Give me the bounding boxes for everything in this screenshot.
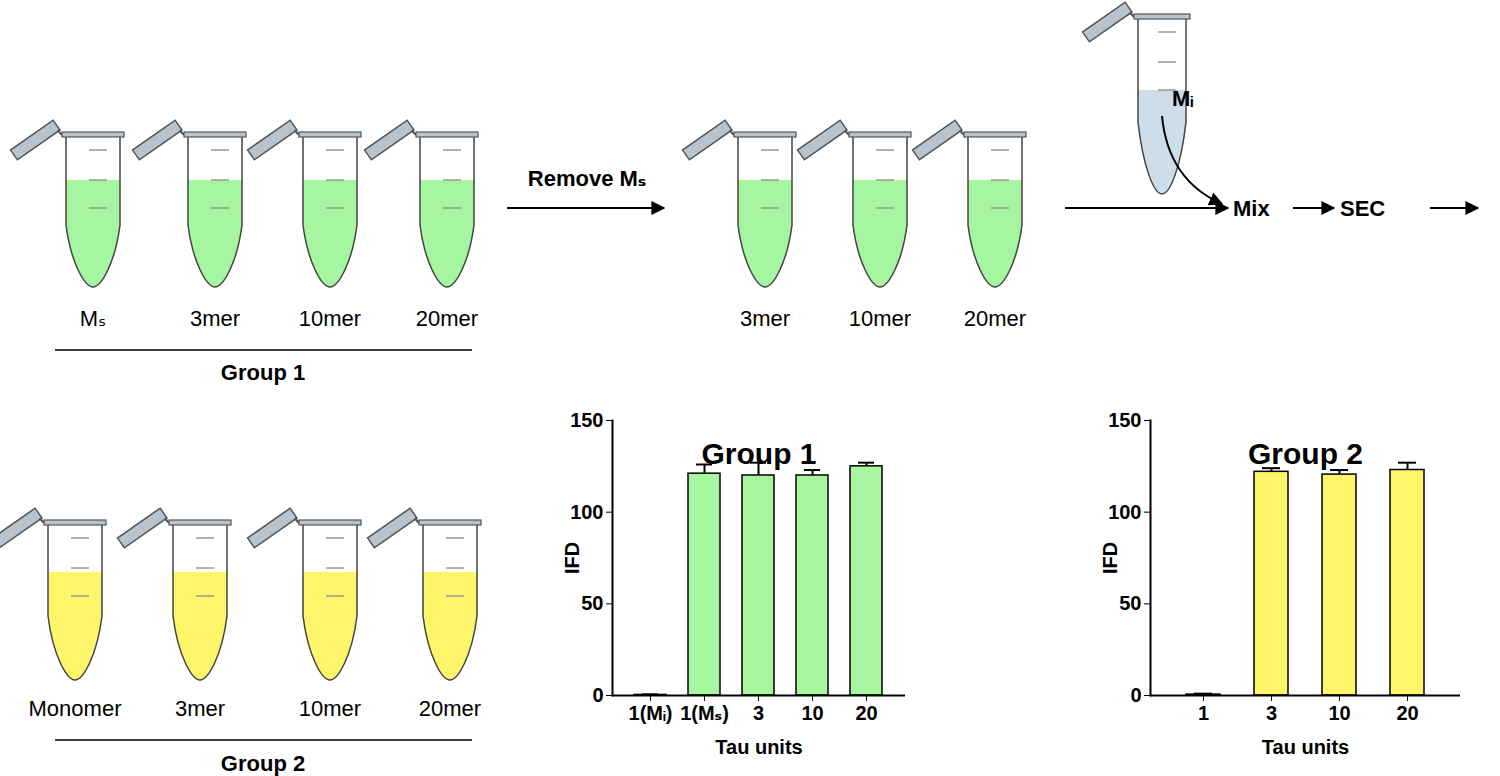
svg-text:Tau units: Tau units (715, 736, 802, 758)
svg-text:0: 0 (1130, 684, 1141, 706)
svg-text:Remove Mₛ: Remove Mₛ (528, 166, 646, 191)
svg-text:1: 1 (1198, 702, 1209, 724)
svg-text:50: 50 (1119, 592, 1141, 614)
svg-text:3: 3 (1266, 702, 1277, 724)
svg-text:20: 20 (1396, 702, 1418, 724)
svg-text:20: 20 (855, 702, 877, 724)
svg-text:20mer: 20mer (416, 306, 478, 331)
svg-text:10mer: 10mer (299, 696, 361, 721)
svg-text:100: 100 (570, 501, 603, 523)
svg-text:3mer: 3mer (740, 306, 790, 331)
svg-text:Group 2: Group 2 (1248, 437, 1363, 470)
svg-text:3mer: 3mer (190, 306, 240, 331)
svg-text:150: 150 (570, 409, 603, 431)
svg-text:Mᵢ: Mᵢ (1172, 86, 1193, 111)
svg-text:10mer: 10mer (849, 306, 911, 331)
svg-text:150: 150 (1108, 409, 1141, 431)
svg-text:Mix: Mix (1233, 196, 1270, 221)
svg-text:Group 1: Group 1 (221, 360, 305, 385)
svg-text:Group 1: Group 1 (701, 437, 816, 470)
svg-text:100: 100 (1108, 501, 1141, 523)
svg-text:1(Mₛ): 1(Mₛ) (680, 702, 729, 724)
svg-text:50: 50 (581, 592, 603, 614)
svg-text:SEC: SEC (1340, 196, 1385, 221)
svg-text:Group 2: Group 2 (221, 751, 305, 776)
svg-text:20mer: 20mer (419, 696, 481, 721)
svg-text:0: 0 (592, 684, 603, 706)
svg-text:20mer: 20mer (964, 306, 1026, 331)
svg-text:IFD: IFD (561, 542, 583, 574)
svg-text:Mₛ: Mₛ (80, 306, 107, 331)
svg-text:Tau units: Tau units (1262, 736, 1349, 758)
svg-text:Monomer: Monomer (29, 696, 122, 721)
svg-text:3: 3 (753, 702, 764, 724)
svg-text:1(Mᵢ): 1(Mᵢ) (629, 702, 673, 724)
svg-text:IFD: IFD (1099, 542, 1121, 574)
svg-text:10: 10 (1328, 702, 1350, 724)
svg-text:10mer: 10mer (299, 306, 361, 331)
svg-text:10: 10 (801, 702, 823, 724)
svg-text:3mer: 3mer (175, 696, 225, 721)
